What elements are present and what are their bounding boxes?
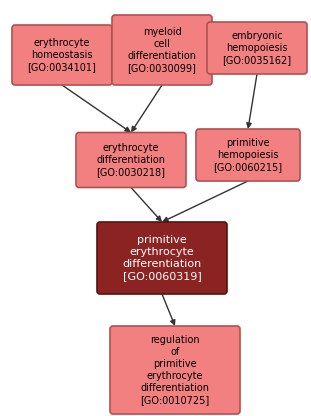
FancyBboxPatch shape — [110, 326, 240, 414]
Text: erythrocyte
homeostasis
[GO:0034101]: erythrocyte homeostasis [GO:0034101] — [28, 38, 96, 72]
Text: embryonic
hemopoiesis
[GO:0035162]: embryonic hemopoiesis [GO:0035162] — [222, 31, 292, 65]
FancyBboxPatch shape — [112, 15, 212, 85]
FancyBboxPatch shape — [207, 22, 307, 74]
Text: primitive
hemopoiesis
[GO:0060215]: primitive hemopoiesis [GO:0060215] — [213, 138, 283, 172]
Text: primitive
erythrocyte
differentiation
[GO:0060319]: primitive erythrocyte differentiation [G… — [122, 235, 202, 281]
Text: regulation
of
primitive
erythrocyte
differentiation
[GO:0010725]: regulation of primitive erythrocyte diff… — [140, 335, 210, 405]
Text: myeloid
cell
differentiation
[GO:0030099]: myeloid cell differentiation [GO:0030099… — [128, 27, 197, 73]
FancyBboxPatch shape — [97, 222, 227, 294]
FancyBboxPatch shape — [196, 129, 300, 181]
FancyBboxPatch shape — [12, 25, 112, 85]
FancyBboxPatch shape — [76, 133, 186, 188]
Text: erythrocyte
differentiation
[GO:0030218]: erythrocyte differentiation [GO:0030218] — [96, 143, 165, 177]
